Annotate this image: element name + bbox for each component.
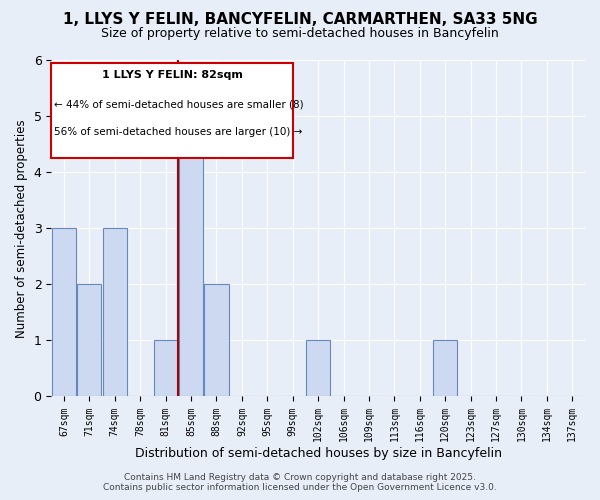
Bar bbox=[306, 340, 330, 396]
X-axis label: Distribution of semi-detached houses by size in Bancyfelin: Distribution of semi-detached houses by … bbox=[134, 447, 502, 460]
FancyBboxPatch shape bbox=[51, 63, 293, 158]
Text: ← 44% of semi-detached houses are smaller (8): ← 44% of semi-detached houses are smalle… bbox=[54, 100, 304, 110]
Bar bbox=[179, 116, 203, 396]
Bar bbox=[77, 284, 101, 397]
Text: 1 LLYS Y FELIN: 82sqm: 1 LLYS Y FELIN: 82sqm bbox=[101, 70, 242, 80]
Bar bbox=[103, 228, 127, 396]
Text: 1, LLYS Y FELIN, BANCYFELIN, CARMARTHEN, SA33 5NG: 1, LLYS Y FELIN, BANCYFELIN, CARMARTHEN,… bbox=[62, 12, 538, 28]
Y-axis label: Number of semi-detached properties: Number of semi-detached properties bbox=[15, 119, 28, 338]
Text: 56% of semi-detached houses are larger (10) →: 56% of semi-detached houses are larger (… bbox=[54, 128, 302, 138]
Bar bbox=[52, 228, 76, 396]
Text: Size of property relative to semi-detached houses in Bancyfelin: Size of property relative to semi-detach… bbox=[101, 28, 499, 40]
Bar bbox=[205, 284, 229, 397]
Text: Contains HM Land Registry data © Crown copyright and database right 2025.
Contai: Contains HM Land Registry data © Crown c… bbox=[103, 473, 497, 492]
Bar bbox=[433, 340, 457, 396]
Bar bbox=[154, 340, 178, 396]
